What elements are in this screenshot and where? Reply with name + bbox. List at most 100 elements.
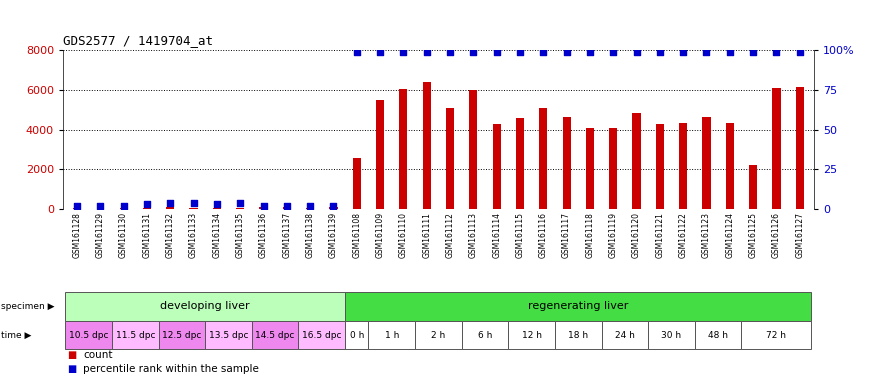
Text: GSM161112: GSM161112	[445, 212, 454, 258]
Text: 12.5 dpc: 12.5 dpc	[162, 331, 201, 339]
Text: developing liver: developing liver	[160, 301, 250, 311]
Point	[536, 48, 550, 55]
Text: GSM161115: GSM161115	[515, 212, 524, 258]
Text: specimen ▶: specimen ▶	[1, 302, 54, 311]
Bar	[66, 321, 112, 349]
Bar	[329, 207, 338, 209]
Bar	[213, 208, 221, 209]
Bar	[655, 124, 664, 209]
Point	[326, 203, 340, 209]
Point	[303, 203, 317, 209]
Bar	[206, 321, 252, 349]
Bar	[143, 208, 151, 209]
Bar	[508, 321, 555, 349]
Point	[234, 200, 248, 206]
Text: GSM161129: GSM161129	[95, 212, 105, 258]
Bar	[345, 321, 368, 349]
Text: 14.5 dpc: 14.5 dpc	[255, 331, 295, 339]
Bar	[120, 208, 128, 209]
Point	[373, 48, 387, 55]
Bar	[795, 87, 804, 209]
Text: GSM161123: GSM161123	[702, 212, 711, 258]
Bar	[190, 208, 198, 209]
Bar	[73, 208, 81, 209]
Bar	[749, 166, 757, 209]
Text: GSM161133: GSM161133	[189, 212, 198, 258]
Point	[583, 48, 597, 55]
Bar	[648, 321, 695, 349]
Text: GSM161124: GSM161124	[725, 212, 734, 258]
Text: 13.5 dpc: 13.5 dpc	[209, 331, 248, 339]
Point	[560, 48, 574, 55]
Point	[723, 48, 737, 55]
Text: GSM161117: GSM161117	[562, 212, 571, 258]
Text: GSM161134: GSM161134	[213, 212, 221, 258]
Bar	[283, 207, 290, 209]
Bar	[609, 127, 618, 209]
Text: GSM161120: GSM161120	[632, 212, 641, 258]
Point	[699, 48, 713, 55]
Bar	[415, 321, 462, 349]
Text: GSM161116: GSM161116	[539, 212, 548, 258]
Text: 0 h: 0 h	[350, 331, 364, 339]
Bar	[368, 321, 415, 349]
Text: GSM161126: GSM161126	[772, 212, 781, 258]
Text: GSM161113: GSM161113	[469, 212, 478, 258]
Text: regenerating liver: regenerating liver	[528, 301, 628, 311]
Point	[676, 48, 690, 55]
Text: count: count	[83, 350, 113, 360]
Text: GSM161114: GSM161114	[492, 212, 501, 258]
Point	[210, 202, 224, 208]
Point	[769, 48, 783, 55]
Text: GSM161125: GSM161125	[749, 212, 758, 258]
Text: GSM161121: GSM161121	[655, 212, 664, 258]
Bar	[158, 321, 206, 349]
Text: GSM161138: GSM161138	[305, 212, 315, 258]
Bar	[741, 321, 811, 349]
Bar	[773, 88, 780, 209]
Bar	[252, 321, 298, 349]
Text: 48 h: 48 h	[708, 331, 728, 339]
Point	[350, 48, 364, 55]
Point	[466, 48, 480, 55]
Bar	[166, 207, 174, 209]
Text: GSM161131: GSM161131	[143, 212, 151, 258]
Text: GSM161118: GSM161118	[585, 212, 594, 258]
Bar	[633, 113, 640, 209]
Point	[746, 48, 760, 55]
Bar	[695, 321, 741, 349]
Bar	[423, 82, 430, 209]
Text: GSM161109: GSM161109	[375, 212, 385, 258]
Text: 2 h: 2 h	[431, 331, 445, 339]
Text: GSM161137: GSM161137	[283, 212, 291, 258]
Text: ■: ■	[67, 364, 77, 374]
Point	[629, 48, 643, 55]
Point	[94, 203, 108, 209]
Bar	[298, 321, 345, 349]
Bar	[236, 208, 244, 209]
Text: 24 h: 24 h	[615, 331, 635, 339]
Text: 30 h: 30 h	[662, 331, 682, 339]
Text: 12 h: 12 h	[522, 331, 542, 339]
Bar	[353, 159, 360, 209]
Point	[653, 48, 667, 55]
Point	[116, 203, 130, 209]
Text: time ▶: time ▶	[1, 331, 31, 339]
Bar	[493, 124, 500, 209]
Bar	[725, 122, 734, 209]
Bar	[399, 89, 408, 209]
Point	[420, 48, 434, 55]
Bar	[563, 117, 570, 209]
Bar	[66, 292, 345, 321]
Text: GSM161111: GSM161111	[423, 212, 431, 258]
Point	[396, 48, 410, 55]
Bar	[555, 321, 602, 349]
Text: GSM161136: GSM161136	[259, 212, 268, 258]
Point	[256, 203, 270, 209]
Text: 18 h: 18 h	[568, 331, 588, 339]
Bar	[679, 122, 687, 209]
Bar	[469, 90, 478, 209]
Text: GSM161122: GSM161122	[679, 212, 688, 258]
Bar	[112, 321, 158, 349]
Bar	[446, 108, 454, 209]
